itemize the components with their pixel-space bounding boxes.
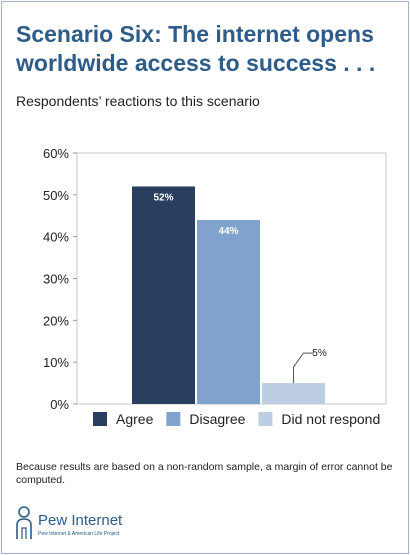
legend-label: Agree — [116, 411, 154, 427]
person-keyhole-icon — [16, 506, 32, 539]
bar — [132, 186, 195, 404]
data-label-leader — [293, 352, 314, 384]
legend-swatch — [93, 412, 107, 426]
data-label: 52% — [153, 192, 173, 203]
footnote: Because results are based on a non-rando… — [16, 461, 393, 486]
legend-label: Disagree — [189, 411, 245, 427]
y-tick-label: 10% — [43, 355, 69, 370]
logo-tagline: Pew Internet & American Life Project — [38, 531, 120, 537]
legend-label: Did not respond — [281, 411, 380, 427]
y-tick-label: 50% — [43, 188, 69, 203]
chart-subtitle: Respondents’ reactions to this scenario — [16, 93, 260, 109]
y-tick-label: 40% — [43, 230, 69, 245]
logo-name: Pew Internet — [38, 512, 123, 529]
y-tick-label: 20% — [43, 313, 69, 328]
y-tick-label: 0% — [50, 397, 69, 412]
legend-swatch — [258, 412, 273, 426]
y-tick-label: 60% — [43, 146, 69, 161]
bar — [262, 383, 325, 404]
pew-internet-logo: Pew Internet Pew Internet & American Lif… — [16, 506, 123, 539]
bar — [197, 219, 260, 404]
data-label: 44% — [218, 226, 238, 237]
legend-swatch — [166, 412, 181, 426]
data-label: 5% — [312, 348, 327, 359]
chart-title: Scenario Six: The internet opens worldwi… — [16, 21, 376, 76]
y-tick-label: 30% — [43, 272, 69, 287]
